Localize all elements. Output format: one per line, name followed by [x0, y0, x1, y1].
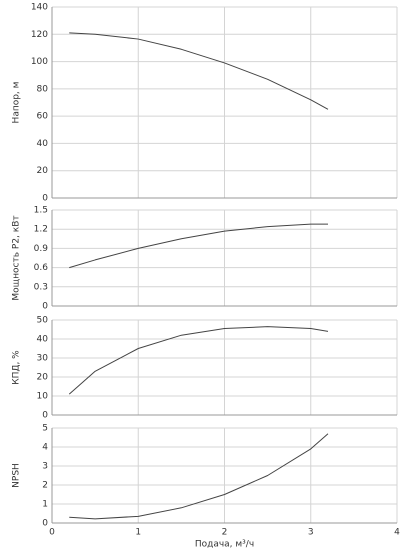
x-tick-label: 2: [222, 528, 228, 538]
x-tick-label: 3: [308, 528, 314, 538]
y-tick-label: 10: [37, 392, 49, 402]
y-tick-label: 20: [37, 373, 49, 383]
y-tick-label: 30: [37, 354, 49, 364]
y-tick-label: 80: [37, 84, 49, 94]
y-tick-label: 1.2: [34, 225, 48, 235]
y-tick-label: 1.5: [34, 206, 48, 216]
y-axis-label: Напор, м: [12, 82, 22, 124]
x-tick-label: 4: [394, 528, 400, 538]
y-tick-label: 100: [31, 57, 48, 67]
y-tick-label: 0: [42, 302, 48, 312]
y-tick-label: 0.3: [34, 282, 48, 292]
y-tick-label: 0.6: [34, 263, 49, 273]
y-tick-label: 140: [31, 3, 48, 13]
y-tick-label: 4: [42, 443, 48, 453]
y-tick-label: 3: [42, 462, 48, 472]
y-tick-label: 1: [42, 500, 48, 510]
y-axis-label: КПД, %: [12, 350, 22, 385]
y-tick-label: 5: [42, 424, 48, 434]
y-tick-label: 40: [37, 335, 49, 345]
curve: [69, 223, 328, 269]
curve: [68, 326, 329, 395]
y-axis-label: Мощность P2, кВт: [12, 215, 22, 300]
y-tick-label: 2: [42, 481, 48, 491]
x-tick-label: 1: [135, 528, 141, 538]
x-axis-label: Подача, м³/ч: [195, 540, 254, 550]
y-axis-label: NPSH: [12, 463, 22, 488]
y-tick-label: 60: [37, 112, 49, 122]
y-tick-label: 120: [31, 30, 48, 40]
x-tick-label: 0: [49, 528, 55, 538]
y-tick-label: 50: [37, 316, 49, 326]
y-tick-label: 0.9: [34, 244, 49, 254]
curve: [69, 433, 329, 520]
y-tick-label: 0: [42, 411, 48, 421]
curve: [69, 32, 329, 110]
y-tick-label: 40: [37, 139, 49, 149]
y-tick-label: 20: [37, 166, 49, 176]
y-tick-label: 0: [42, 194, 48, 204]
y-tick-label: 0: [42, 519, 48, 529]
